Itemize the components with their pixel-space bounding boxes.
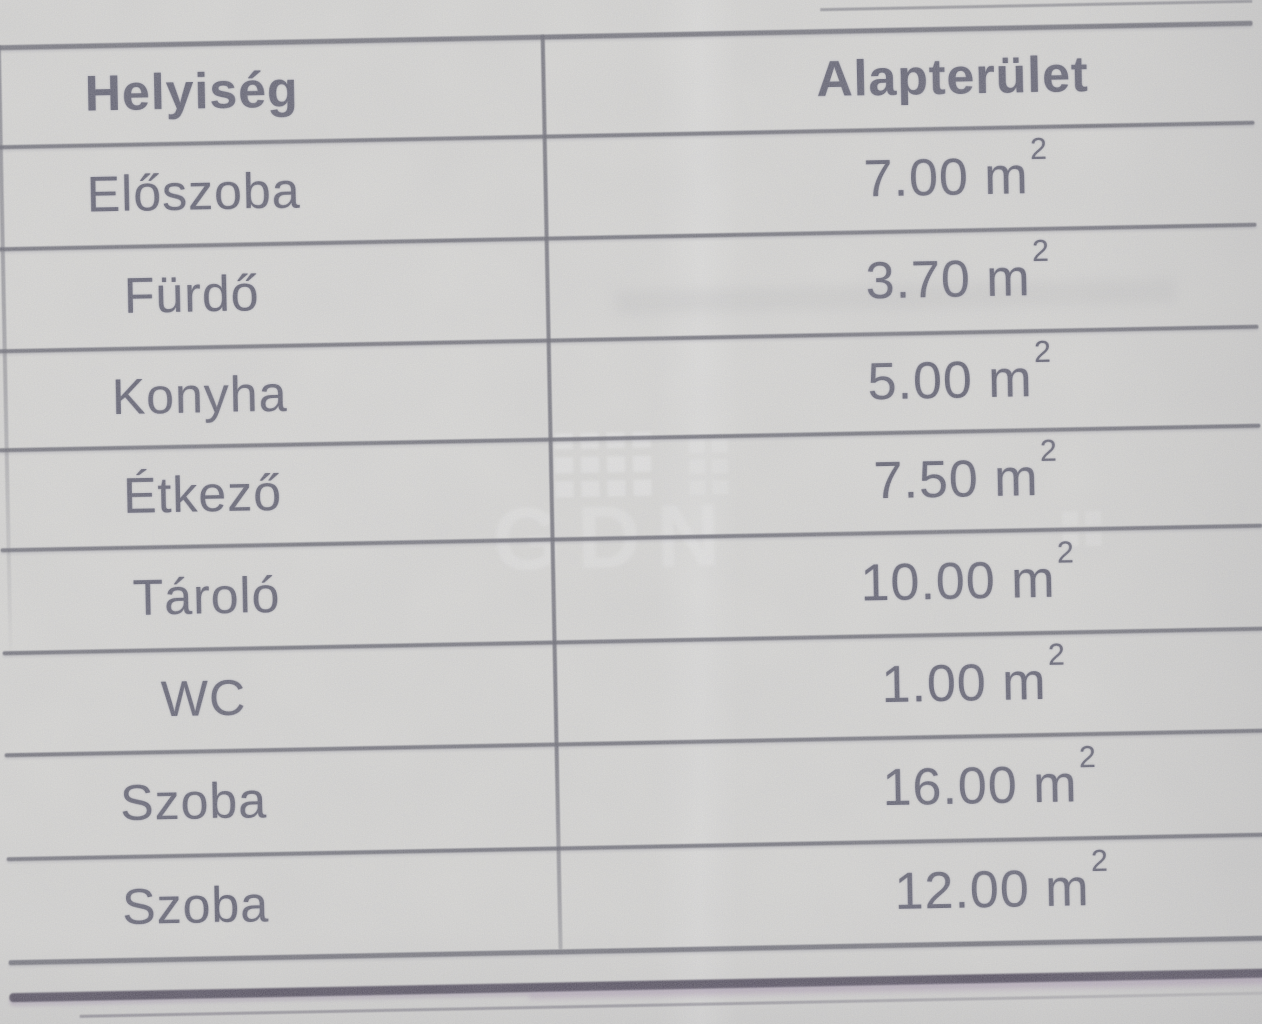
room-name-cell: Szoba: [47, 850, 369, 959]
room-name-cell: Étkező: [39, 441, 361, 547]
room-name: Konyha: [111, 365, 288, 425]
room-name: Étkező: [122, 464, 283, 524]
area-value: 10.00 m2: [860, 535, 1075, 613]
room-name: Előszoba: [86, 162, 302, 223]
room-name-cell: Konyha: [37, 342, 359, 447]
area-value-cell: 12.00 m2: [667, 833, 1262, 948]
area-value: 7.00 m2: [863, 132, 1048, 209]
table-line-top-partial: [820, 0, 1253, 12]
area-value: 3.70 m2: [865, 234, 1050, 311]
area-value: 5.00 m2: [867, 335, 1052, 411]
room-name: WC: [160, 669, 247, 728]
room-name-cell: Fürdő: [35, 240, 357, 348]
room-header-cell: Helyiség: [31, 38, 353, 144]
room-name-cell: Szoba: [45, 746, 367, 856]
column-header-room: Helyiség: [84, 61, 300, 122]
room-name-cell: Tároló: [41, 541, 363, 650]
area-value-cell: 7.00 m2: [653, 121, 1257, 235]
room-name: Szoba: [121, 875, 270, 935]
room-name: Tároló: [132, 566, 281, 626]
area-value: 12.00 m2: [894, 844, 1109, 921]
area-value-cell: 5.00 m2: [657, 325, 1261, 436]
room-name-cell: Előszoba: [33, 138, 355, 246]
area-value-cell: 7.50 m2: [659, 424, 1262, 536]
area-value-cell: 16.00 m2: [664, 729, 1262, 845]
area-value: 16.00 m2: [882, 740, 1097, 818]
room-name: Szoba: [119, 772, 268, 832]
area-value-cell: 10.00 m2: [660, 524, 1262, 639]
area-value: 7.50 m2: [872, 434, 1058, 511]
area-value-cell: 3.70 m2: [655, 223, 1259, 337]
area-value-cell: 1.00 m2: [662, 627, 1262, 741]
area-header-cell: Alapterület: [651, 21, 1255, 133]
room-name: Fürdő: [123, 265, 261, 324]
area-value: 1.00 m2: [880, 638, 1066, 715]
column-header-area: Alapterület: [815, 45, 1090, 108]
room-name-cell: WC: [43, 644, 365, 752]
